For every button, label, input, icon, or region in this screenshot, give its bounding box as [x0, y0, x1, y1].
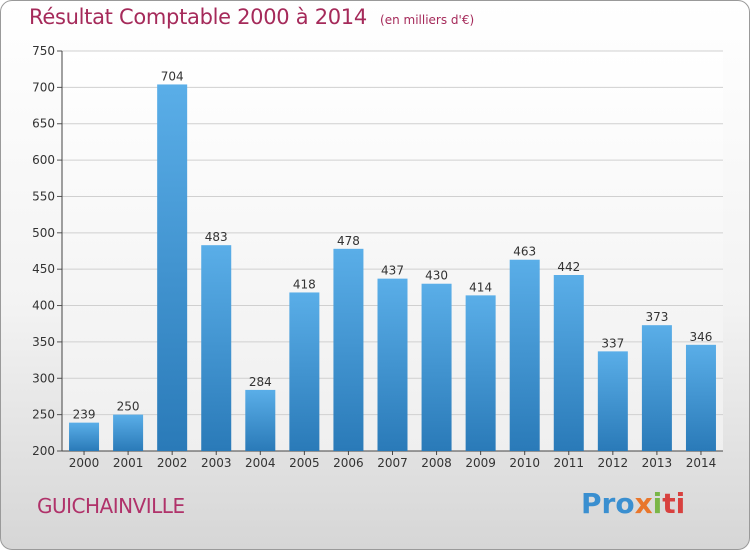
- logo-part-1: Pro: [581, 487, 635, 520]
- data-label: 483: [205, 230, 228, 244]
- y-tick-label: 450: [32, 262, 55, 276]
- x-tick-label: 2007: [377, 456, 408, 470]
- bar: [289, 292, 320, 451]
- bar: [509, 259, 540, 451]
- data-label: 437: [381, 264, 404, 278]
- data-label: 250: [117, 400, 140, 414]
- bar: [421, 283, 452, 451]
- y-tick-label: 750: [32, 44, 55, 58]
- logo-part-4: ti: [662, 487, 686, 520]
- x-tick-label: 2010: [509, 456, 540, 470]
- y-tick-label: 250: [32, 408, 55, 422]
- bar: [201, 245, 232, 451]
- data-label: 239: [73, 408, 96, 422]
- y-tick-label: 400: [32, 299, 55, 313]
- y-tick-label: 200: [32, 444, 55, 458]
- chart-title: Résultat Comptable 2000 à 2014: [29, 5, 367, 29]
- data-label: 337: [601, 336, 624, 350]
- y-tick-label: 550: [32, 189, 55, 203]
- x-tick-label: 2000: [69, 456, 100, 470]
- logo-part-3: i: [652, 487, 663, 520]
- x-tick-label: 2003: [201, 456, 232, 470]
- data-label: 478: [337, 234, 360, 248]
- y-tick-label: 300: [32, 371, 55, 385]
- y-tick-label: 350: [32, 335, 55, 349]
- chart-subtitle: (en milliers d'€): [380, 13, 475, 27]
- bar: [245, 389, 276, 451]
- y-tick-label: 650: [32, 117, 55, 131]
- title-row: Résultat Comptable 2000 à 2014 (en milli…: [29, 5, 474, 29]
- x-tick-label: 2012: [598, 456, 629, 470]
- x-tick-label: 2002: [157, 456, 188, 470]
- x-tick-label: 2009: [465, 456, 496, 470]
- proxiti-logo[interactable]: Proxiti: [581, 487, 685, 520]
- x-tick-label: 2006: [333, 456, 364, 470]
- bar: [641, 325, 672, 451]
- bar: [333, 248, 364, 451]
- data-label: 418: [293, 277, 316, 291]
- data-label: 284: [249, 375, 272, 389]
- data-label: 346: [690, 330, 713, 344]
- bar: [377, 278, 408, 451]
- city-name: GUICHAINVILLE: [37, 494, 185, 518]
- data-label: 430: [425, 269, 448, 283]
- x-tick-label: 2014: [686, 456, 717, 470]
- bar: [465, 295, 496, 451]
- data-label: 463: [513, 245, 536, 259]
- logo-part-2: x: [634, 487, 653, 520]
- bar: [113, 414, 144, 451]
- y-tick-label: 600: [32, 153, 55, 167]
- data-label: 442: [557, 260, 580, 274]
- bar: [69, 422, 100, 451]
- y-tick-label: 500: [32, 226, 55, 240]
- bar: [685, 344, 716, 451]
- data-label: 704: [161, 69, 184, 83]
- x-tick-label: 2004: [245, 456, 276, 470]
- x-tick-label: 2001: [113, 456, 144, 470]
- x-tick-label: 2005: [289, 456, 320, 470]
- data-label: 414: [469, 280, 492, 294]
- y-tick-label: 700: [32, 80, 55, 94]
- bar: [597, 351, 628, 451]
- x-tick-label: 2011: [553, 456, 584, 470]
- x-tick-label: 2008: [421, 456, 452, 470]
- bar: [157, 84, 188, 452]
- x-tick-label: 2013: [642, 456, 673, 470]
- data-label: 373: [645, 310, 668, 324]
- bar: [553, 275, 584, 451]
